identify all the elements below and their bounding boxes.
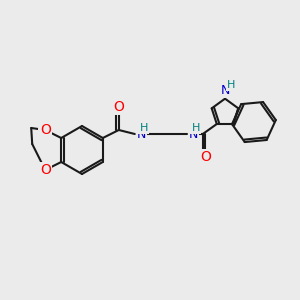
Text: O: O <box>113 100 124 114</box>
Text: N: N <box>137 128 146 140</box>
Text: H: H <box>192 123 200 133</box>
Text: O: O <box>200 150 211 164</box>
Text: H: H <box>227 80 235 90</box>
Text: O: O <box>40 123 51 137</box>
Text: N: N <box>220 84 230 97</box>
Text: O: O <box>40 163 51 177</box>
Text: H: H <box>140 123 148 133</box>
Text: N: N <box>189 128 198 140</box>
